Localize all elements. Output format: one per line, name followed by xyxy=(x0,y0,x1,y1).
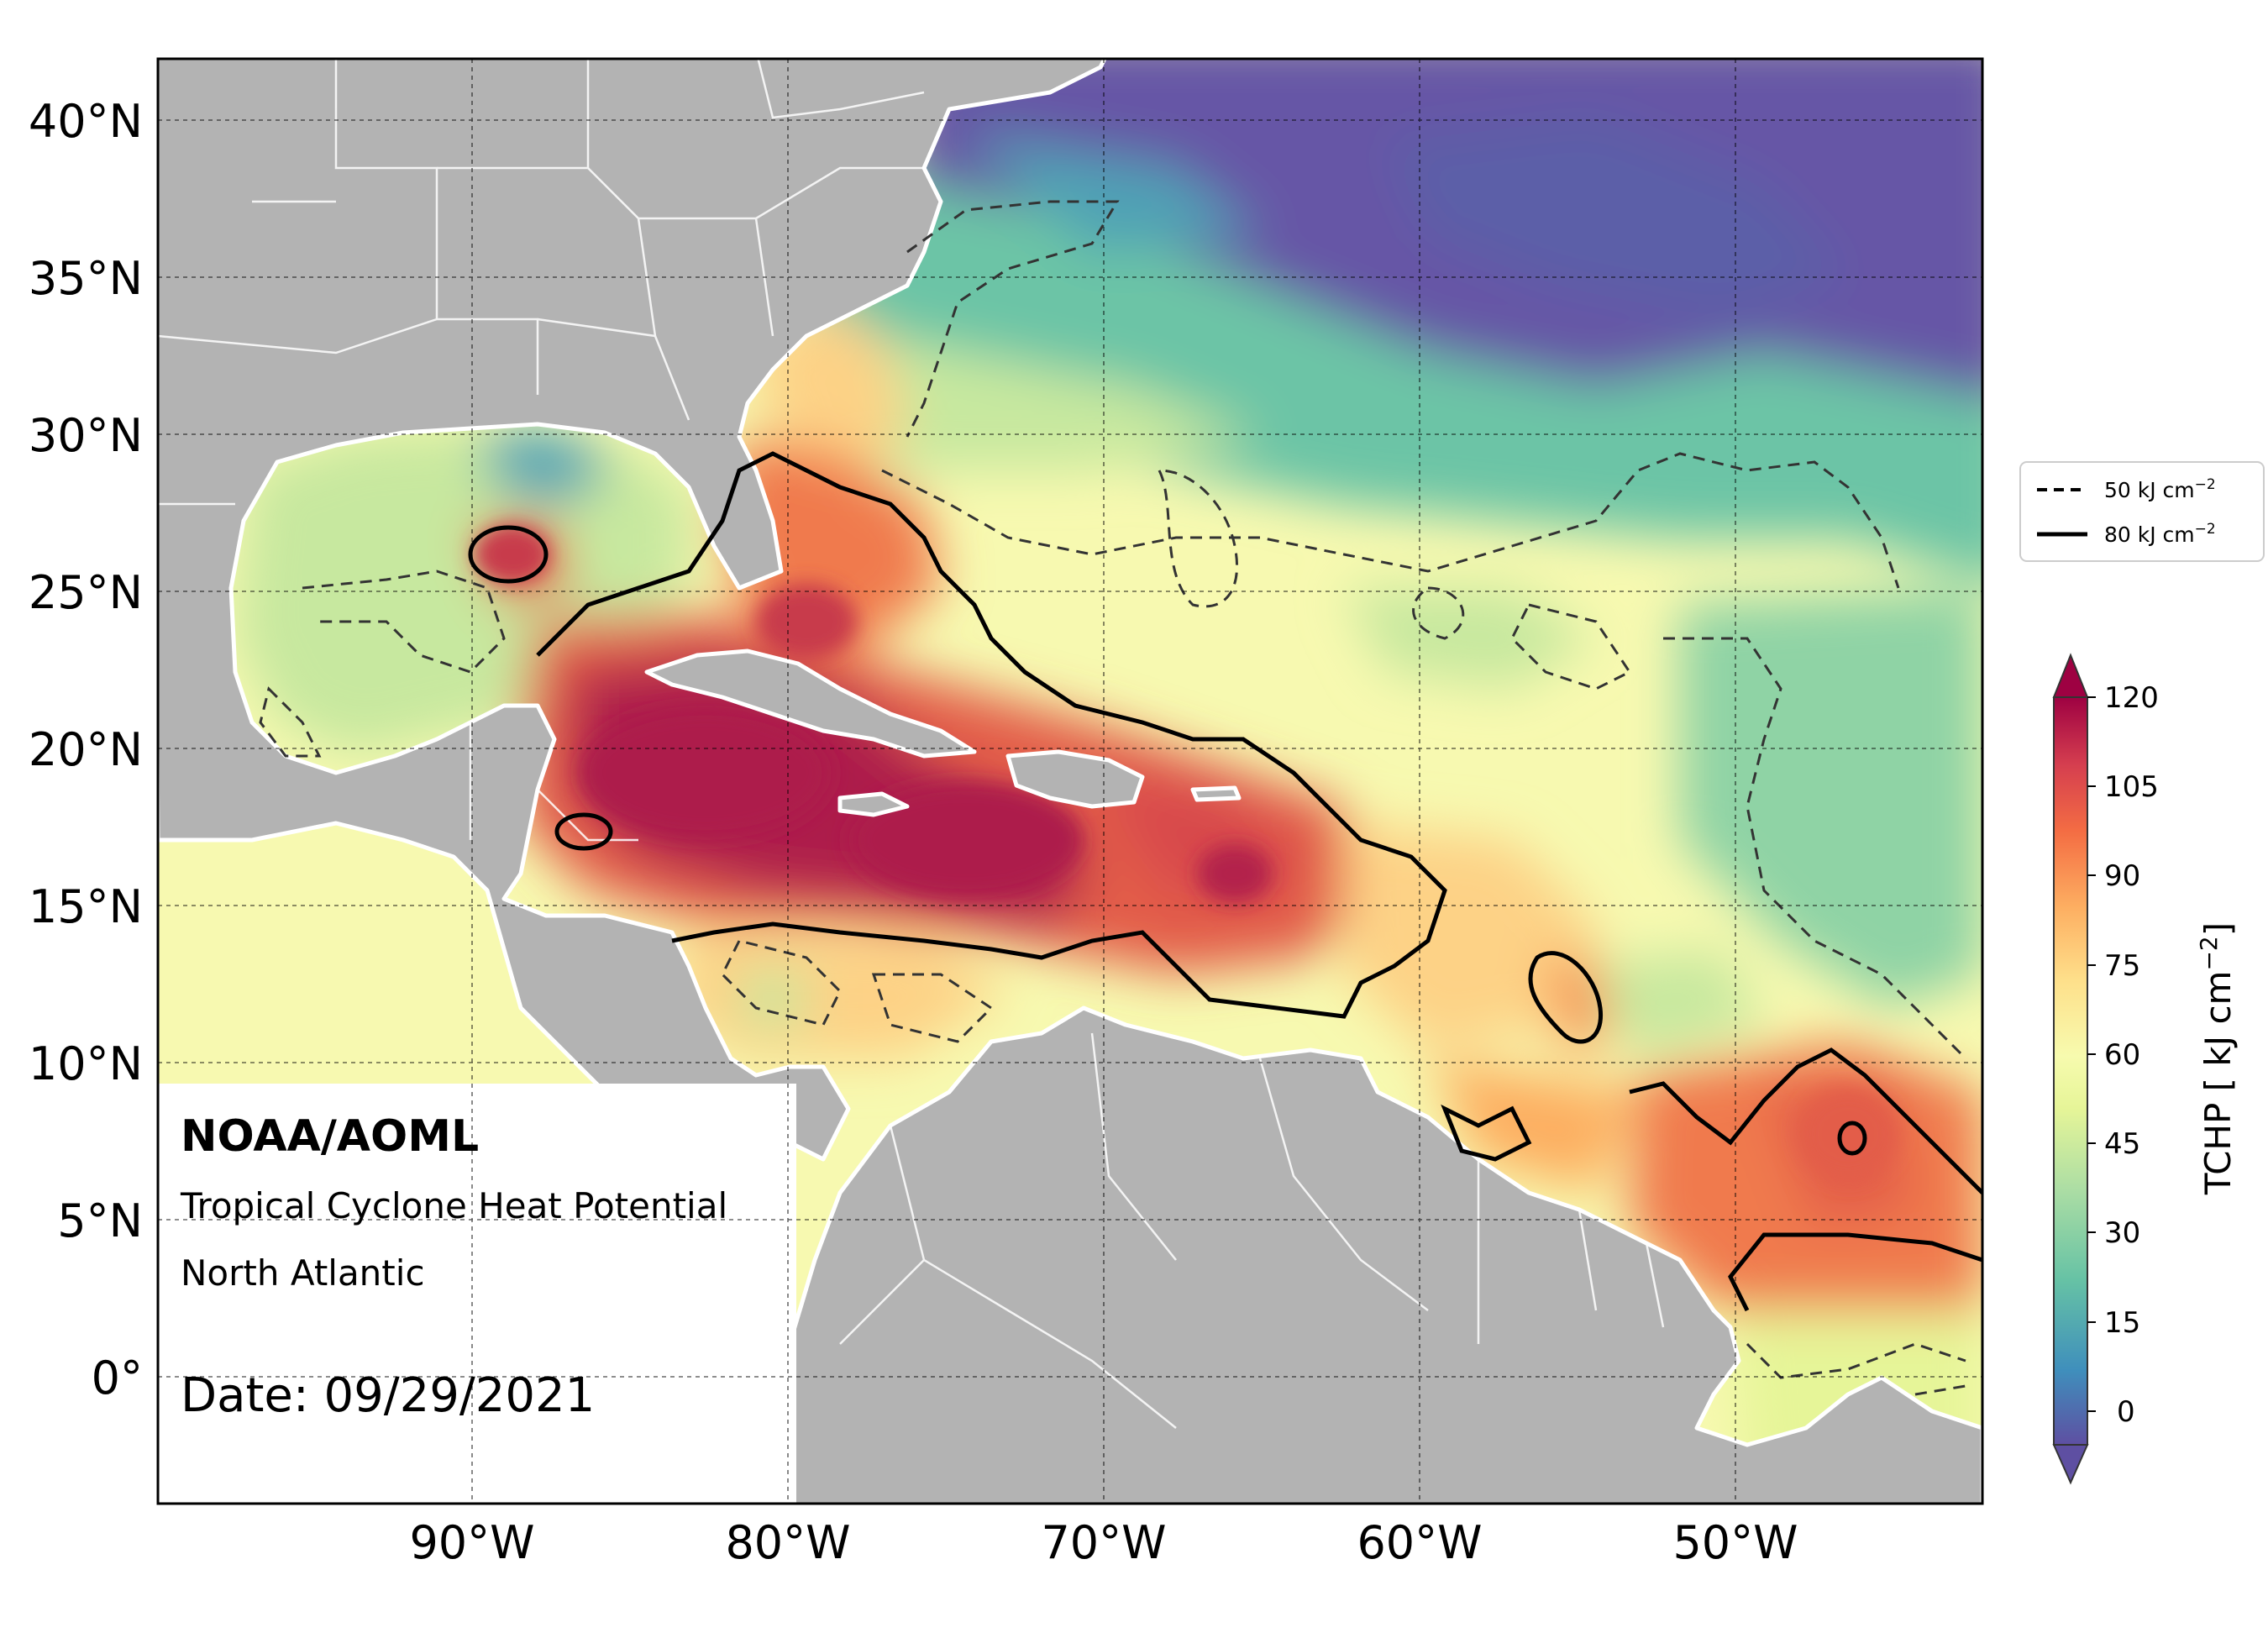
colorbar-tick-label: 0 xyxy=(2117,1395,2135,1429)
colorbar-bottom-extend xyxy=(2052,1444,2089,1485)
contours-80 xyxy=(468,451,1982,1312)
lon-label: 70°W xyxy=(1041,1516,1166,1569)
jamaica xyxy=(837,791,910,817)
hispaniola xyxy=(1005,749,1145,809)
info-box xyxy=(158,1084,796,1504)
lat-label: 30°N xyxy=(29,409,143,462)
puerto-rico xyxy=(1190,785,1242,802)
lon-label: 60°W xyxy=(1357,1516,1482,1569)
lat-tick-labels: 40°N 35°N 30°N 25°N 20°N 15°N 10°N 5°N 0… xyxy=(29,95,143,1404)
south-america xyxy=(753,1005,1982,1504)
lat-label: 10°N xyxy=(29,1037,143,1090)
colorbar-ticks xyxy=(2087,696,2096,1412)
colorbar-label: TCHP [ kJ cm−2] xyxy=(2195,922,2239,1195)
map-panel xyxy=(158,59,1982,1504)
product-label: Tropical Cyclone Heat Potential xyxy=(180,1185,727,1226)
colorbar-top-extend xyxy=(2052,653,2089,698)
contours-50 xyxy=(259,200,1967,1396)
legend-label-50: 50 kJ cm−2 xyxy=(2104,476,2216,502)
lat-label: 40°N xyxy=(29,95,143,148)
colorbar-tick-label: 45 xyxy=(2104,1127,2140,1161)
colorbar-tick-label: 90 xyxy=(2104,859,2140,893)
lon-label: 80°W xyxy=(725,1516,850,1569)
colorbar-tick-label: 60 xyxy=(2104,1038,2140,1072)
gridlines xyxy=(158,59,1982,1504)
colorbar-tick-label: 75 xyxy=(2104,949,2140,983)
date-label: Date: 09/29/2021 xyxy=(181,1368,595,1423)
lat-label: 20°N xyxy=(29,723,143,776)
lat-label: 25°N xyxy=(29,566,143,619)
colorbar-tick-label: 30 xyxy=(2104,1216,2140,1250)
lon-tick-labels: 90°W 80°W 70°W 60°W 50°W xyxy=(409,1516,1798,1569)
lat-label: 15°N xyxy=(29,880,143,933)
warm-cores xyxy=(475,525,1898,1180)
region-label: North Atlantic xyxy=(181,1252,425,1294)
lat-label: 5°N xyxy=(57,1194,143,1247)
org-label: NOAA/AOML xyxy=(181,1111,479,1162)
colorbar-tick-label: 120 xyxy=(2104,681,2159,715)
lon-label: 50°W xyxy=(1672,1516,1798,1569)
lat-label: 0° xyxy=(92,1352,143,1404)
contour-legend: 50 kJ cm−2 80 kJ cm−2 xyxy=(2019,461,2265,562)
colorbar-tick-label: 105 xyxy=(2104,770,2159,804)
colorbar-tick-label: 15 xyxy=(2104,1306,2140,1340)
lon-label: 90°W xyxy=(409,1516,534,1569)
cuba xyxy=(644,648,977,759)
lat-label: 35°N xyxy=(29,252,143,305)
colorbar-body xyxy=(2053,696,2088,1446)
colorbar: 120 105 90 75 60 45 30 15 0 TCHP [ kJ cm… xyxy=(2052,653,2239,1485)
state-borders xyxy=(158,59,1665,1429)
legend-label-80: 80 kJ cm−2 xyxy=(2104,521,2216,547)
map-frame xyxy=(156,57,1984,1505)
